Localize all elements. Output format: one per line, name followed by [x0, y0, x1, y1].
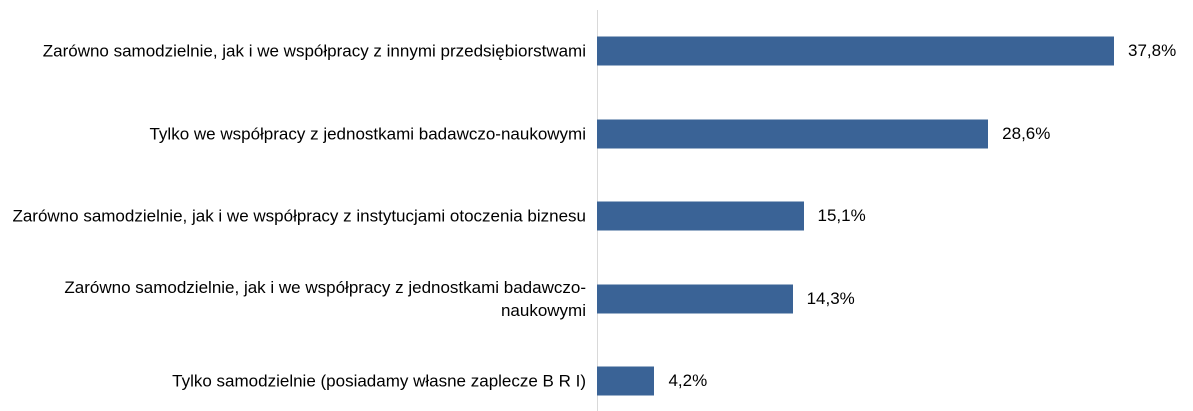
bar	[597, 201, 804, 231]
bar	[597, 119, 989, 148]
category-label: Tylko samodzielnie (posiadamy własne zap…	[172, 371, 586, 391]
bar	[597, 36, 1114, 66]
category-label: Zarówno samodzielnie, jak i we współprac…	[42, 41, 586, 61]
category-label: Zarówno samodzielnie, jak i we współprac…	[64, 277, 586, 320]
category-label: Tylko we współpracy z jednostkami badawc…	[149, 124, 586, 143]
value-label: 28,6%	[1002, 123, 1051, 143]
value-label: 14,3%	[806, 288, 855, 308]
category-label: Zarówno samodzielnie, jak i we współprac…	[12, 206, 586, 226]
bar	[597, 284, 793, 313]
value-label: 15,1%	[817, 206, 866, 225]
bar	[597, 366, 655, 396]
value-label: 4,2%	[668, 371, 708, 390]
value-label: 37,8%	[1128, 41, 1177, 60]
